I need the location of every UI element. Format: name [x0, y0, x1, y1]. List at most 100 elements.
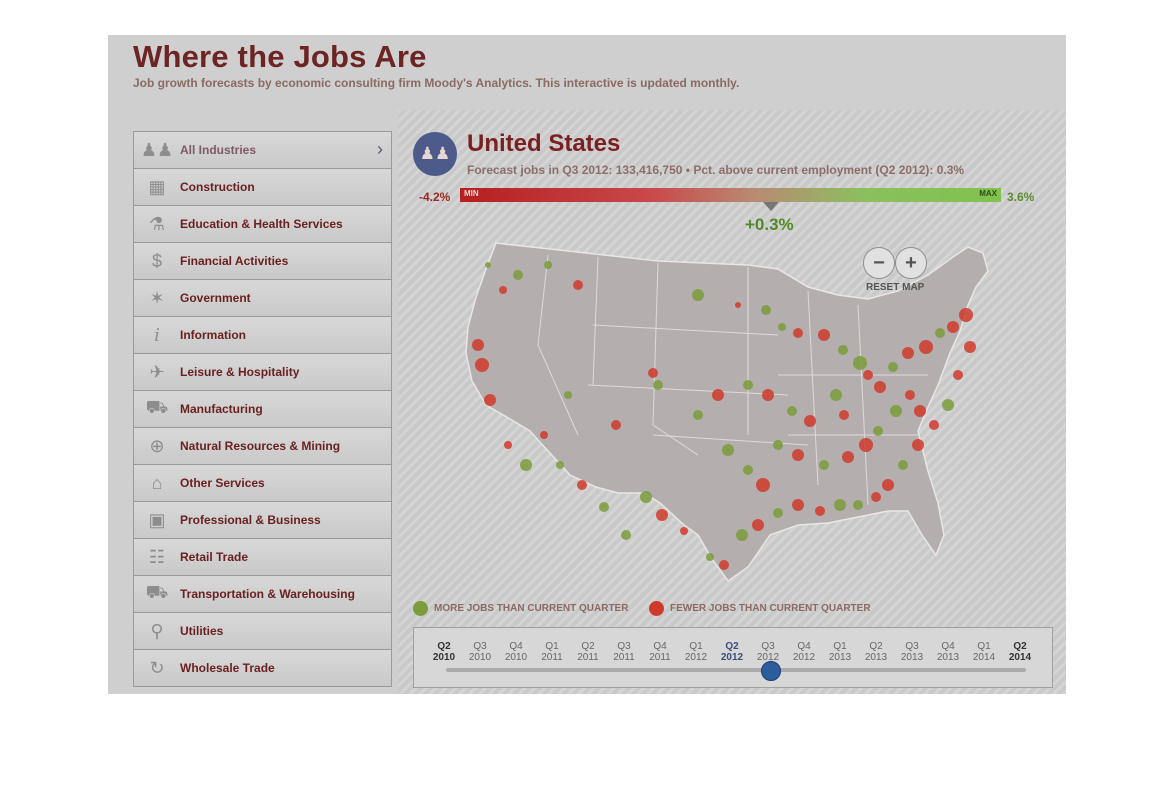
zoom-in-button[interactable]: + — [895, 247, 927, 279]
industry-item-utilities[interactable]: ⚲ Utilities — [133, 613, 392, 650]
quarter-label[interactable]: Q4 2010 — [498, 641, 534, 663]
growth-dot[interactable] — [743, 380, 753, 390]
decline-dot[interactable] — [792, 449, 804, 461]
timeline-slider-handle[interactable] — [761, 661, 781, 681]
decline-dot[interactable] — [712, 389, 724, 401]
growth-dot[interactable] — [942, 399, 954, 411]
decline-dot[interactable] — [959, 308, 973, 322]
industry-item-transportation[interactable]: ⛟ Transportation & Warehousing — [133, 576, 392, 613]
decline-dot[interactable] — [929, 420, 939, 430]
growth-dot[interactable] — [787, 406, 797, 416]
decline-dot[interactable] — [475, 358, 489, 372]
zoom-out-button[interactable]: − — [863, 247, 895, 279]
decline-dot[interactable] — [472, 339, 484, 351]
growth-dot[interactable] — [873, 426, 883, 436]
growth-dot[interactable] — [485, 262, 491, 268]
growth-dot[interactable] — [706, 553, 714, 561]
decline-dot[interactable] — [484, 394, 496, 406]
growth-dot[interactable] — [743, 465, 753, 475]
growth-dot[interactable] — [621, 530, 631, 540]
industry-item-retail[interactable]: ☷ Retail Trade — [133, 539, 392, 576]
quarter-label[interactable]: Q1 2013 — [822, 641, 858, 663]
decline-dot[interactable] — [905, 390, 915, 400]
growth-dot[interactable] — [564, 391, 572, 399]
decline-dot[interactable] — [577, 480, 587, 490]
growth-dot[interactable] — [520, 459, 532, 471]
quarter-label[interactable]: Q2 2012 — [714, 641, 750, 663]
decline-dot[interactable] — [792, 499, 804, 511]
industry-item-financial[interactable]: $ Financial Activities — [133, 243, 392, 280]
industry-item-professional[interactable]: ▣ Professional & Business — [133, 502, 392, 539]
decline-dot[interactable] — [499, 286, 507, 294]
decline-dot[interactable] — [863, 370, 873, 380]
growth-dot[interactable] — [890, 405, 902, 417]
decline-dot[interactable] — [902, 347, 914, 359]
industry-item-all-industries[interactable]: ♟♟ All Industries › — [133, 132, 392, 169]
growth-dot[interactable] — [640, 491, 652, 503]
decline-dot[interactable] — [719, 560, 729, 570]
decline-dot[interactable] — [504, 441, 512, 449]
decline-dot[interactable] — [656, 509, 668, 521]
growth-dot[interactable] — [853, 356, 867, 370]
growth-dot[interactable] — [830, 389, 842, 401]
quarter-label[interactable]: Q2 2010 — [426, 641, 462, 663]
quarter-label[interactable]: Q4 2012 — [786, 641, 822, 663]
growth-dot[interactable] — [935, 328, 945, 338]
decline-dot[interactable] — [756, 478, 770, 492]
decline-dot[interactable] — [871, 492, 881, 502]
growth-dot[interactable] — [773, 440, 783, 450]
quarter-label[interactable]: Q3 2010 — [462, 641, 498, 663]
industry-item-manufacturing[interactable]: ⛟ Manufacturing — [133, 391, 392, 428]
quarter-label[interactable]: Q3 2012 — [750, 641, 786, 663]
decline-dot[interactable] — [912, 439, 924, 451]
industry-item-education-health[interactable]: ⚗ Education & Health Services — [133, 206, 392, 243]
industry-item-wholesale[interactable]: ↻ Wholesale Trade — [133, 650, 392, 687]
decline-dot[interactable] — [648, 368, 658, 378]
decline-dot[interactable] — [964, 341, 976, 353]
decline-dot[interactable] — [882, 479, 894, 491]
industry-item-leisure[interactable]: ✈ Leisure & Hospitality — [133, 354, 392, 391]
quarter-label[interactable]: Q2 2013 — [858, 641, 894, 663]
industry-item-information[interactable]: i Information — [133, 317, 392, 354]
decline-dot[interactable] — [839, 410, 849, 420]
growth-dot[interactable] — [653, 380, 663, 390]
growth-dot[interactable] — [838, 345, 848, 355]
decline-dot[interactable] — [752, 519, 764, 531]
industry-item-government[interactable]: ✶ Government — [133, 280, 392, 317]
growth-dot[interactable] — [773, 508, 783, 518]
decline-dot[interactable] — [793, 328, 803, 338]
quarter-label[interactable]: Q1 2011 — [534, 641, 570, 663]
growth-dot[interactable] — [513, 270, 523, 280]
decline-dot[interactable] — [818, 329, 830, 341]
decline-dot[interactable] — [804, 415, 816, 427]
growth-dot[interactable] — [736, 529, 748, 541]
industry-item-other-services[interactable]: ⌂ Other Services — [133, 465, 392, 502]
industry-item-natural-resources[interactable]: ⊕ Natural Resources & Mining — [133, 428, 392, 465]
timeline-track[interactable] — [446, 668, 1026, 672]
decline-dot[interactable] — [874, 381, 886, 393]
reset-map-button[interactable]: RESET MAP — [866, 282, 925, 293]
quarter-label[interactable]: Q1 2014 — [966, 641, 1002, 663]
decline-dot[interactable] — [859, 438, 873, 452]
industry-item-construction[interactable]: ▦ Construction — [133, 169, 392, 206]
decline-dot[interactable] — [947, 321, 959, 333]
decline-dot[interactable] — [953, 370, 963, 380]
decline-dot[interactable] — [815, 506, 825, 516]
quarter-label[interactable]: Q3 2011 — [606, 641, 642, 663]
quarter-label[interactable]: Q1 2012 — [678, 641, 714, 663]
growth-dot[interactable] — [556, 461, 564, 469]
growth-dot[interactable] — [778, 323, 786, 331]
growth-dot[interactable] — [834, 499, 846, 511]
decline-dot[interactable] — [762, 389, 774, 401]
decline-dot[interactable] — [842, 451, 854, 463]
quarter-label[interactable]: Q4 2011 — [642, 641, 678, 663]
growth-dot[interactable] — [898, 460, 908, 470]
decline-dot[interactable] — [611, 420, 621, 430]
decline-dot[interactable] — [919, 340, 933, 354]
quarter-label[interactable]: Q3 2013 — [894, 641, 930, 663]
growth-dot[interactable] — [761, 305, 771, 315]
decline-dot[interactable] — [735, 302, 741, 308]
quarter-label[interactable]: Q4 2013 — [930, 641, 966, 663]
decline-dot[interactable] — [680, 527, 688, 535]
growth-dot[interactable] — [722, 444, 734, 456]
